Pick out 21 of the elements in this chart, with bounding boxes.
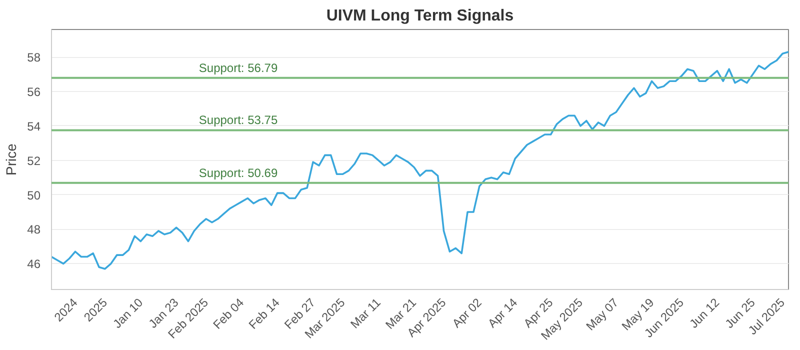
y-tick-label: 58 <box>27 50 41 65</box>
x-tick-label: Jan 10 <box>110 295 146 331</box>
y-tick-label: 46 <box>27 257 41 272</box>
ref-line-label: Support: 53.75 <box>198 113 278 128</box>
x-tick-label: May 07 <box>583 295 622 334</box>
chart-title: UIVM Long Term Signals <box>326 8 514 24</box>
x-tick-label: Apr 02 <box>449 295 485 330</box>
y-tick-label: 54 <box>27 119 41 134</box>
x-tick-label: Feb 14 <box>246 295 283 332</box>
x-tick-label: Apr 14 <box>485 295 520 330</box>
y-tick-label: 50 <box>27 188 41 202</box>
x-tick-label: Feb 04 <box>210 295 247 332</box>
y-tick-label: 56 <box>27 84 41 99</box>
y-tick-label: 48 <box>27 222 41 237</box>
y-axis-title: Price <box>3 143 20 176</box>
ref-line-label: Support: 56.79 <box>198 60 278 75</box>
x-tick-label: Jun 12 <box>686 295 722 331</box>
ref-line-label: Support: 50.69 <box>198 166 278 180</box>
line-series <box>52 50 788 270</box>
y-tick-label: 52 <box>27 154 41 168</box>
x-tick-label: Mar 11 <box>348 295 384 332</box>
